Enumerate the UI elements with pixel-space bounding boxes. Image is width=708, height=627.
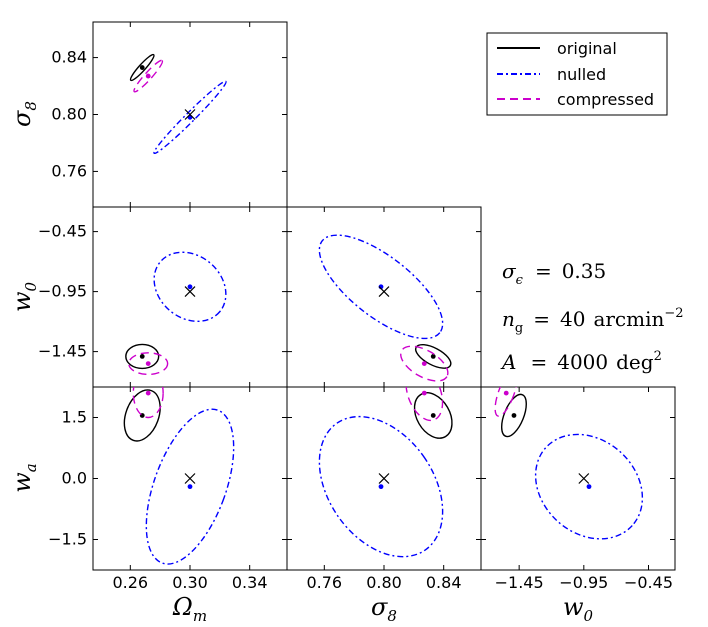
ytick-label-sigma_8-2: 0.84	[51, 48, 87, 67]
ellipse-original-w_a-omega_m	[123, 389, 161, 442]
panel-ellipses-w_a-sigma_8	[318, 387, 453, 558]
center-dot-compressed-sigma_8-omega_m	[145, 73, 151, 79]
center-dot-compressed-w_a-omega_m	[145, 390, 151, 396]
ellipse-compressed-w_0-sigma_8	[400, 345, 449, 382]
legend-label-nulled: nulled	[557, 65, 606, 84]
panel-ellipses-sigma_8-omega_m	[129, 53, 227, 155]
ylabel-w-a-symbol: w	[8, 472, 36, 493]
panel-frame-w_a-w_0	[480, 386, 676, 571]
panel-ellipses-w_a-w_0	[494, 387, 644, 540]
xlabel-omega-m-symbol: Ω	[172, 593, 193, 621]
ylabel-w-0: w0	[8, 282, 40, 313]
fiducial-cross-w_a-omega_m	[184, 473, 196, 484]
ylabel-sigma-8-symbol: σ	[8, 110, 36, 127]
xtick-label-sigma_8-0: 0.76	[306, 573, 342, 592]
annotation-area: A = 4000 deg2	[500, 349, 662, 374]
xlabel-w-0-sub: 0	[584, 607, 594, 625]
panel-frame-w_0-sigma_8	[286, 206, 482, 388]
ellipse-nulled-w_a-sigma_8	[318, 415, 444, 558]
xtick-label-omega_m-0: 0.26	[112, 573, 148, 592]
xtick-label-omega_m-1: 0.30	[172, 573, 208, 592]
ellipse-nulled-w_0-sigma_8	[318, 234, 444, 340]
ytick-label-w_a-0: −1.5	[48, 530, 87, 549]
fiducial-cross-w_0-sigma_8	[378, 286, 390, 298]
ylabel-sigma-8-sub: 8	[22, 101, 40, 111]
ytick-label-w_0-0: −1.45	[38, 342, 87, 361]
xtick-label-omega_m-2: 0.34	[232, 573, 268, 592]
ylabel-w-a: wa	[8, 463, 40, 493]
ellipse-nulled-w_a-omega_m	[145, 408, 235, 565]
center-dot-nulled-w_a-omega_m	[187, 484, 193, 490]
ellipse-compressed-w_0-omega_m	[128, 352, 169, 376]
panel-ellipses-w_0-sigma_8	[318, 234, 452, 382]
ylabel-w-a-sub: a	[22, 463, 40, 472]
panel-frame-w_0-omega_m	[92, 206, 288, 388]
center-dot-original-w_a-sigma_8	[430, 413, 436, 418]
fiducial-cross-w_a-sigma_8	[378, 473, 390, 484]
fiducial-cross-w_a-w_0	[578, 473, 590, 484]
center-dot-compressed-w_a-sigma_8	[421, 390, 427, 396]
legend-label-compressed: compressed	[557, 90, 654, 109]
legend: original nulled compressed	[486, 32, 668, 116]
ytick-label-w_a-2: 1.5	[62, 408, 87, 427]
ticks-layer: 0.76 0.80 0.84 −1.45 −0.95 −0.45 −1.5 0.0 1.5 0.2…	[8, 22, 675, 625]
ellipse-nulled-w_a-w_0	[534, 433, 644, 540]
ellipse-compressed-w_a-sigma_8	[405, 387, 444, 422]
ytick-label-w_0-2: −0.45	[38, 222, 87, 241]
xtick-label-w_0-2: −0.45	[624, 573, 673, 592]
ellipse-compressed-w_a-w_0	[494, 387, 519, 417]
annotation-sigma-eps: σϵ = 0.35	[502, 259, 606, 288]
xlabel-sigma-8: σ8	[371, 593, 397, 625]
ellipse-nulled-w_0-omega_m	[153, 251, 227, 323]
center-dot-compressed-w_0-sigma_8	[421, 361, 427, 366]
center-dot-nulled-w_0-omega_m	[187, 284, 193, 290]
ellipse-compressed-sigma_8-omega_m	[133, 59, 164, 93]
ytick-label-sigma_8-0: 0.76	[51, 161, 87, 180]
ylabel-w-0-sub: 0	[22, 282, 40, 292]
markers-layer	[184, 109, 590, 484]
ylabel-w-0-symbol: w	[8, 291, 36, 312]
xlabel-omega-m-sub: m	[193, 607, 207, 625]
center-dot-original-w_a-w_0	[511, 413, 517, 418]
legend-box	[486, 32, 668, 116]
center-dot-compressed-w_0-omega_m	[145, 361, 151, 366]
legend-label-original: original	[557, 39, 617, 58]
center-dot-compressed-w_a-w_0	[503, 390, 509, 396]
ytick-label-w_0-1: −0.95	[38, 282, 87, 301]
ellipse-original-sigma_8-omega_m	[129, 53, 155, 82]
center-dot-original-w_0-omega_m	[139, 354, 145, 359]
xlabel-w-0: w0	[563, 593, 594, 625]
center-dot-nulled-w_a-sigma_8	[378, 484, 384, 490]
ellipse-compressed-w_a-omega_m	[132, 387, 164, 419]
ellipse-nulled-sigma_8-omega_m	[153, 80, 227, 155]
center-dot-original-sigma_8-omega_m	[139, 65, 145, 70]
annotation-area-text: A = 4000 deg2	[500, 349, 662, 374]
ytick-label-w_a-1: 0.0	[62, 469, 87, 488]
panel-ellipses-w_0-omega_m	[125, 251, 227, 376]
ellipse-original-w_0-omega_m	[125, 343, 160, 370]
center-dot-original-w_0-sigma_8	[430, 354, 436, 359]
center-dot-nulled-w_a-w_0	[586, 484, 592, 490]
annotation-n-g-text: ng = 40 arcmin−2	[502, 306, 684, 336]
xlabel-w-0-symbol: w	[563, 593, 584, 621]
xlabel-omega-m: Ωm	[172, 593, 207, 625]
ylabel-sigma-8: σ8	[8, 101, 40, 127]
xtick-label-w_0-1: −0.95	[559, 573, 608, 592]
ytick-label-sigma_8-1: 0.80	[51, 105, 87, 124]
xlabel-sigma-8-symbol: σ	[371, 593, 388, 621]
xtick-label-sigma_8-2: 0.84	[426, 573, 462, 592]
xlabel-sigma-8-sub: 8	[387, 607, 397, 625]
xtick-label-w_0-0: −1.45	[495, 573, 544, 592]
xtick-label-sigma_8-1: 0.80	[366, 573, 402, 592]
annotation-sigma-eps-text: σϵ = 0.35	[502, 259, 606, 288]
fiducial-cross-sigma_8-omega_m	[184, 109, 196, 120]
fiducial-cross-w_0-omega_m	[184, 286, 196, 298]
ellipse-original-w_a-sigma_8	[413, 392, 453, 439]
panel-ellipses-w_a-omega_m	[123, 387, 235, 565]
ellipses-layer	[123, 53, 644, 565]
annotation-n-g: ng = 40 arcmin−2	[502, 306, 684, 336]
